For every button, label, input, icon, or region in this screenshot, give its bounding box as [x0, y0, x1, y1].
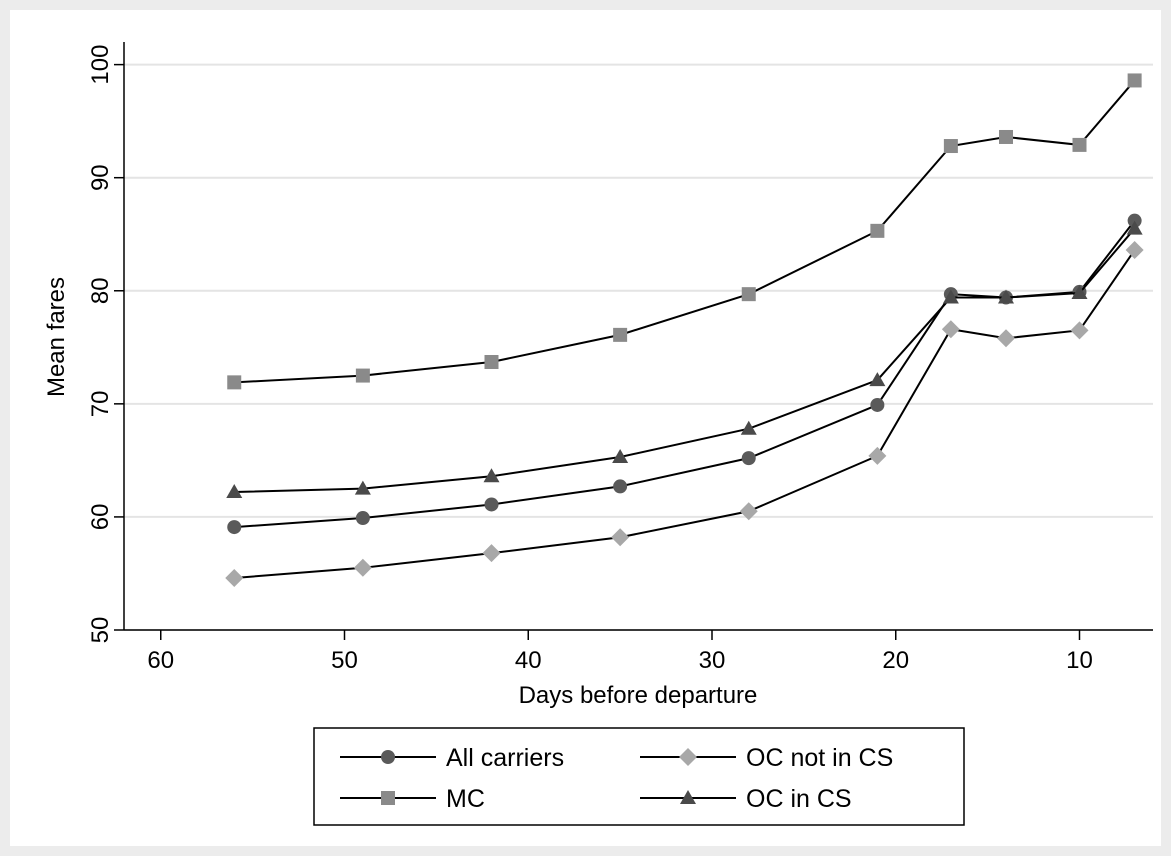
- x-tick-label: 10: [1066, 647, 1093, 674]
- x-axis-title: Days before departure: [519, 682, 758, 709]
- data-point: [740, 420, 757, 435]
- x-tick-label: 50: [331, 647, 358, 674]
- data-point: [1071, 285, 1088, 300]
- data-point: [998, 289, 1014, 304]
- y-axis-title: Mean fares: [43, 277, 70, 397]
- data-point: [868, 446, 887, 465]
- x-tick-label: 20: [882, 647, 909, 674]
- x-tick-label: 60: [147, 647, 174, 674]
- data-point: [484, 497, 499, 512]
- legend-item: MC: [340, 785, 485, 813]
- data-point: [741, 287, 756, 302]
- data-point: [1127, 73, 1142, 88]
- data-point: [999, 129, 1013, 144]
- data-point: [1070, 321, 1089, 340]
- data-point: [942, 289, 959, 304]
- legend-marker: [381, 750, 395, 764]
- y-tick-label: 80: [87, 277, 114, 304]
- axes: 50 60 70 80 90 100 60 50 40 30 20 10: [87, 42, 1153, 674]
- y-tick-label: 90: [87, 164, 114, 191]
- legend-marker: [679, 748, 697, 766]
- data-point: [943, 139, 958, 154]
- legend-marker: [680, 790, 696, 804]
- series-mc: [227, 73, 1142, 390]
- data-point: [354, 480, 371, 495]
- legend-label: OC in CS: [746, 785, 852, 813]
- data-point: [611, 528, 630, 547]
- data-point: [870, 223, 885, 238]
- data-point: [612, 448, 629, 463]
- data-point: [941, 320, 960, 339]
- series-layer: [225, 73, 1144, 587]
- data-point: [355, 511, 370, 526]
- series-oc-not-in-cs: [225, 241, 1144, 587]
- series-line: [234, 227, 1136, 494]
- data-point: [869, 372, 886, 387]
- legend-label: All carriers: [446, 744, 564, 772]
- data-point: [613, 327, 628, 342]
- data-point: [1125, 241, 1144, 260]
- legend-label: MC: [446, 785, 485, 813]
- data-point: [227, 375, 242, 390]
- y-tick-label: 70: [87, 390, 114, 417]
- y-tick-label: 100: [87, 45, 114, 85]
- data-point: [227, 520, 242, 535]
- data-point: [484, 355, 499, 370]
- legend-item: OC in CS: [640, 785, 852, 813]
- series-line: [234, 79, 1136, 384]
- legend-marker: [381, 791, 395, 805]
- data-point: [741, 451, 756, 466]
- x-tick-label: 40: [515, 647, 542, 674]
- x-tick-label: 30: [699, 647, 726, 674]
- series-line: [234, 249, 1136, 579]
- legend: All carriers OC not in CS MC OC in CS: [340, 744, 893, 813]
- legend-item: OC not in CS: [640, 744, 893, 772]
- data-point: [997, 329, 1015, 348]
- data-point: [739, 502, 758, 521]
- legend-item: All carriers: [340, 744, 564, 772]
- data-point: [613, 479, 628, 494]
- data-point: [1072, 137, 1087, 152]
- legend-label: OC not in CS: [746, 744, 893, 772]
- chart-canvas: [10, 10, 1161, 846]
- data-point: [353, 558, 372, 577]
- data-point: [870, 397, 885, 412]
- y-tick-label: 50: [87, 617, 114, 644]
- y-tick-label: 60: [87, 504, 114, 531]
- legend-box: [313, 727, 965, 826]
- data-point: [355, 368, 370, 383]
- series-oc-in-cs: [226, 220, 1143, 499]
- data-point: [482, 544, 501, 563]
- data-point: [483, 468, 500, 483]
- data-point: [1126, 220, 1143, 235]
- data-point: [226, 484, 243, 499]
- data-point: [225, 568, 244, 587]
